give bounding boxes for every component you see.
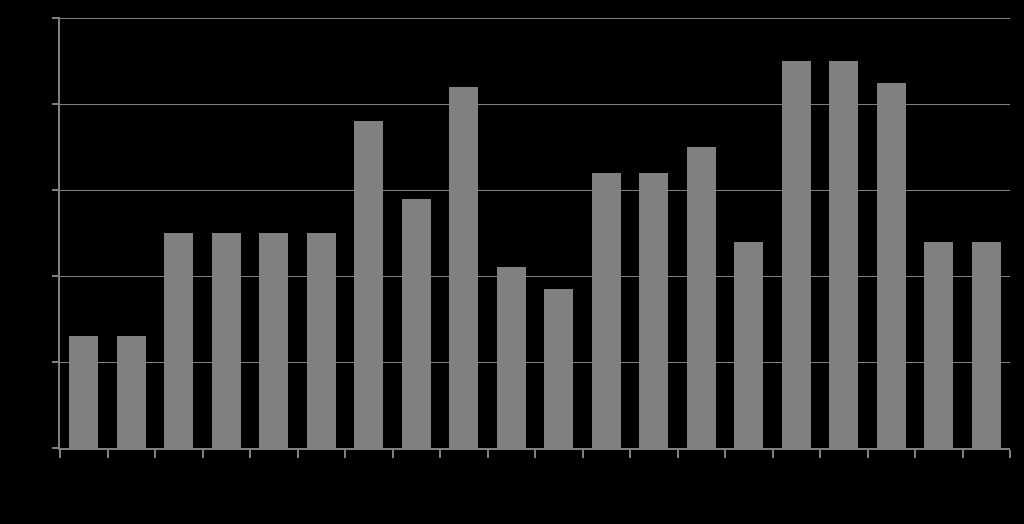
x-tick: [392, 450, 394, 458]
bar: [307, 233, 336, 448]
bar: [69, 336, 98, 448]
gridline: [60, 362, 1010, 363]
gridline: [60, 276, 1010, 277]
x-tick: [962, 450, 964, 458]
x-tick: [867, 450, 869, 458]
x-tick: [487, 450, 489, 458]
bar: [164, 233, 193, 448]
x-tick: [344, 450, 346, 458]
x-tick: [154, 450, 156, 458]
bar: [592, 173, 621, 448]
x-tick: [582, 450, 584, 458]
x-tick: [439, 450, 441, 458]
bar: [449, 87, 478, 448]
bar: [734, 242, 763, 448]
x-tick: [107, 450, 109, 458]
bar: [924, 242, 953, 448]
x-tick: [297, 450, 299, 458]
bar: [117, 336, 146, 448]
plot-area: [60, 18, 1010, 448]
bar: [687, 147, 716, 448]
x-tick: [1009, 450, 1011, 458]
bar: [972, 242, 1001, 448]
x-tick: [249, 450, 251, 458]
bar: [354, 121, 383, 448]
y-axis: [58, 18, 60, 450]
x-tick: [819, 450, 821, 458]
x-tick: [914, 450, 916, 458]
x-tick: [534, 450, 536, 458]
bar: [544, 289, 573, 448]
bar-chart: [0, 0, 1024, 524]
x-tick: [59, 450, 61, 458]
gridline: [60, 104, 1010, 105]
bar: [497, 267, 526, 448]
x-tick: [724, 450, 726, 458]
bar: [402, 199, 431, 448]
gridline: [60, 190, 1010, 191]
gridline: [60, 18, 1010, 19]
bar: [212, 233, 241, 448]
x-tick: [677, 450, 679, 458]
bar: [782, 61, 811, 448]
bar: [829, 61, 858, 448]
x-tick: [202, 450, 204, 458]
bar: [639, 173, 668, 448]
bar: [877, 83, 906, 449]
x-tick: [629, 450, 631, 458]
bar: [259, 233, 288, 448]
x-tick: [772, 450, 774, 458]
